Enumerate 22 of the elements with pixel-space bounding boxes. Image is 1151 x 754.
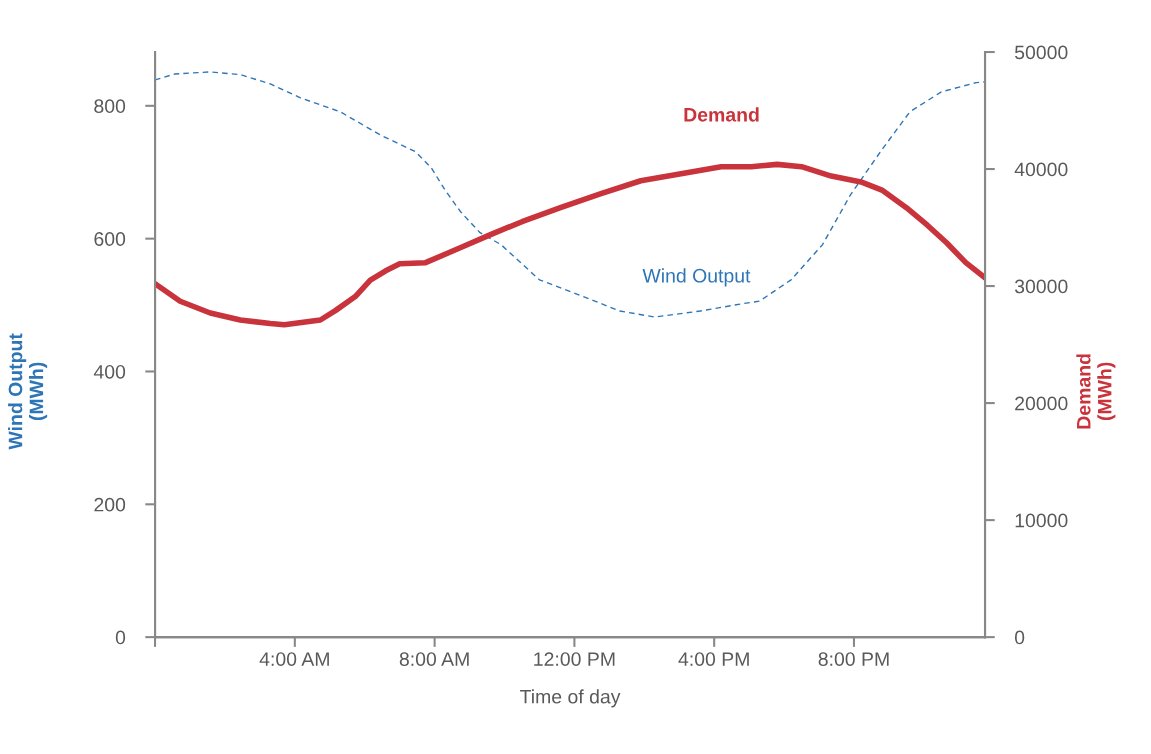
x-tick-label: 8:00 PM [818, 652, 889, 666]
y2-axis-title: Demand (MWh) [1076, 354, 1116, 429]
x-axis-title: Time of day [520, 689, 621, 708]
y2-tick-label: 0 [1014, 630, 1025, 645]
y-tick-label: 800 [94, 99, 126, 114]
x-tick-label: 8:00 AM [399, 652, 469, 666]
y2-tick-label: 20000 [1015, 396, 1068, 411]
y2-tick-label: 40000 [1014, 162, 1068, 177]
y-tick-label: 200 [94, 497, 126, 512]
y2-tick-label: 10000 [1015, 513, 1068, 528]
y-tick-label: 0 [115, 630, 126, 645]
x-tick-label: 4:00 PM [678, 652, 749, 666]
text: Demand [684, 107, 759, 122]
y2-tick-label: 50000 [1014, 45, 1068, 60]
y-tick-label: 400 [93, 364, 126, 379]
y2-tick-label: 30000 [1014, 279, 1068, 294]
x-tick-label: 12:00 PM [534, 652, 615, 666]
line-series [155, 71, 986, 318]
y-tick-label: 600 [94, 232, 126, 246]
series-label: Wind Output [642, 268, 751, 287]
y-axis-title: Wind Output (MWh) [8, 333, 48, 450]
x-tick-label: 4:00 AM [259, 652, 329, 666]
